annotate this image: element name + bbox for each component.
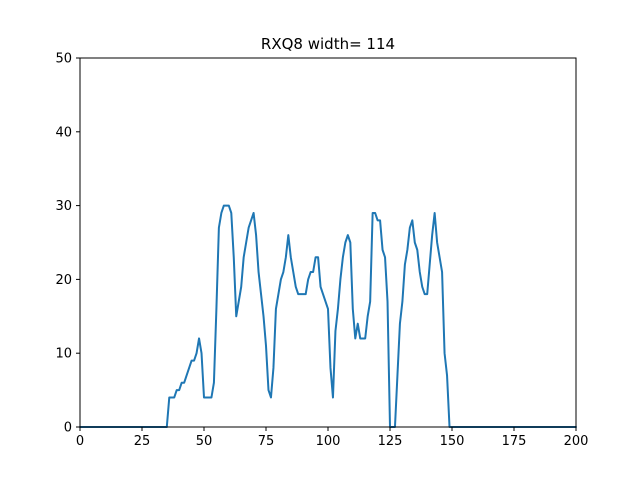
plot-area bbox=[79, 57, 577, 428]
y-tick-label: 0 bbox=[64, 421, 72, 436]
y-tick-label: 40 bbox=[55, 125, 72, 140]
y-tick-label: 10 bbox=[55, 347, 72, 362]
y-tick-label: 30 bbox=[55, 199, 72, 214]
y-tick-label: 50 bbox=[55, 52, 72, 67]
x-tick-label: 175 bbox=[502, 434, 527, 449]
x-tick-label: 0 bbox=[76, 434, 84, 449]
x-tick-label: 125 bbox=[378, 434, 403, 449]
chart-title: RXQ8 width= 114 bbox=[261, 35, 395, 53]
x-tick-label: 75 bbox=[258, 434, 275, 449]
x-tick-label: 200 bbox=[564, 434, 589, 449]
series-line-0 bbox=[79, 204, 577, 428]
axes-frame bbox=[79, 57, 577, 428]
x-tick-label: 150 bbox=[440, 434, 465, 449]
x-axis: 0 25 50 75 100 125 150 175 200 bbox=[76, 427, 589, 449]
x-tick-label: 50 bbox=[196, 434, 213, 449]
y-axis: 0 10 20 30 40 50 bbox=[55, 52, 80, 436]
y-tick-label: 20 bbox=[55, 273, 72, 288]
x-tick-label: 25 bbox=[134, 434, 151, 449]
x-tick-label: 100 bbox=[316, 434, 341, 449]
